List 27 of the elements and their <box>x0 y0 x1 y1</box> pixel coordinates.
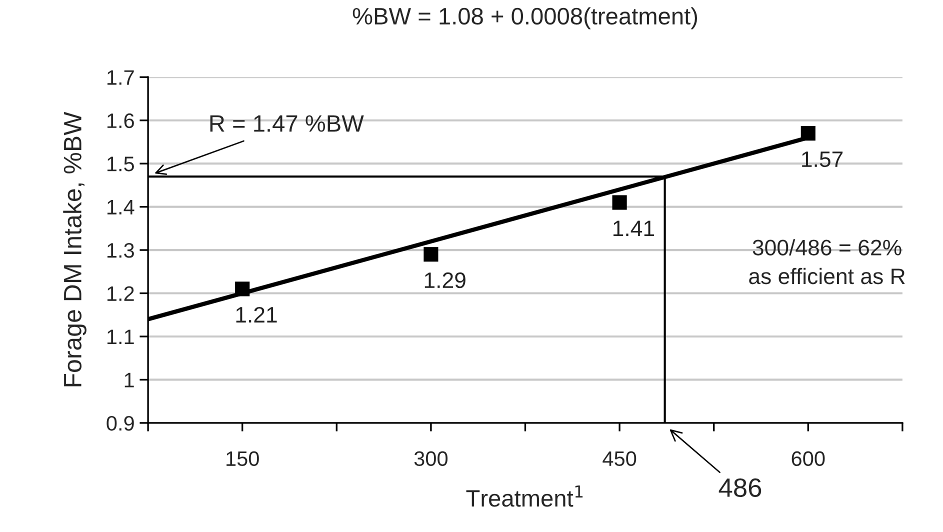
y-tick-label: 1.2 <box>107 286 134 301</box>
legend-label: 486 <box>718 478 762 498</box>
y-tick-label: 1.1 <box>107 330 134 344</box>
point <box>800 126 816 141</box>
x-tick-label: 600 <box>792 451 825 466</box>
x-tick-label: 450 <box>602 451 636 466</box>
y-tick-label: 1.4 <box>107 200 134 214</box>
y-tick-label: 1 <box>124 372 134 388</box>
point <box>424 247 438 262</box>
ref-line-label: R = 1.47 %BW <box>210 115 364 132</box>
y-tick-label: 1.5 <box>107 156 134 172</box>
y-axis-title: Forage DM Intake, %BW <box>63 112 86 386</box>
x-tick-label: 150 <box>226 451 259 466</box>
data-label: 1.57 <box>802 152 843 168</box>
y-tick-label: 1.6 <box>107 113 134 128</box>
data-label: 1.21 <box>236 306 277 322</box>
x-axis-title: Treatment$^{1}$ <box>466 485 583 507</box>
point <box>235 282 250 296</box>
annotation: 300/486 = 62% as efficient as R <box>749 239 905 284</box>
y-tick-label: 1.3 <box>107 243 134 258</box>
point <box>612 195 627 210</box>
x-tick-label: 300 <box>414 451 448 466</box>
data-label: 1.41 <box>614 220 654 236</box>
y-tick-label: 0.9 <box>106 416 134 431</box>
data-label: 1.29 <box>424 272 466 288</box>
chart-title: %BW = 1.08 + 0.0008(treatment) <box>352 7 698 30</box>
y-tick-label: 1.7 <box>107 70 134 85</box>
